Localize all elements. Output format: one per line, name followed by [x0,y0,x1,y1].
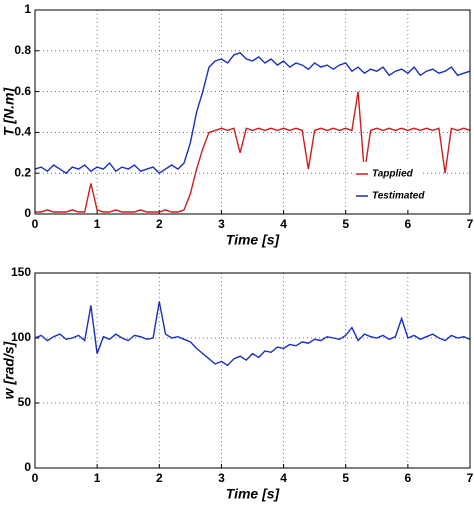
data-line [35,91,471,213]
y-tick-label: 50 [18,395,32,409]
x-tick-label: 4 [280,471,287,485]
y-tick-label: 0.2 [14,165,31,179]
y-tick-label: 0 [24,206,31,220]
x-tick-label: 6 [405,471,412,485]
x-tick-label: 5 [342,217,349,231]
axes-frame [34,272,471,469]
x-tick-label: 5 [342,471,349,485]
x-tick-label: 0 [32,217,39,231]
y-axis-label: T [N.m] [1,87,17,137]
x-tick-label: 3 [218,471,225,485]
data-line [34,51,471,175]
data-line [34,301,471,367]
plot-area [35,273,470,468]
x-tick-label: 7 [467,217,474,231]
y-tick-label: 0 [24,460,31,474]
x-tick-label: 2 [156,471,163,485]
x-tick-label: 1 [94,471,101,485]
y-tick-label: 1 [24,2,31,16]
x-tick-label: 1 [94,217,101,231]
axes-frame [34,9,471,215]
y-tick-label: 150 [11,265,31,279]
y-tick-label: 100 [11,330,31,344]
x-tick-label: 3 [218,217,225,231]
x-axis-label: Time [s] [226,232,281,248]
legend-box [354,162,422,210]
x-tick-label: 6 [405,217,412,231]
legend-label: Tapplied [372,169,414,180]
x-tick-label: 4 [280,217,287,231]
legend-label: Testimated [372,191,425,202]
y-tick-label: 0.8 [14,43,31,57]
x-tick-label: 0 [32,471,39,485]
x-tick-label: 7 [467,471,474,485]
x-tick-label: 2 [156,217,163,231]
y-axis-label: w [rad/s] [1,340,17,399]
legend: Tapplied Testimated [354,162,425,210]
y-tick-label: 0.6 [14,84,31,98]
x-axis-label: Time [s] [226,486,281,502]
y-tick-label: 0.4 [14,125,31,139]
